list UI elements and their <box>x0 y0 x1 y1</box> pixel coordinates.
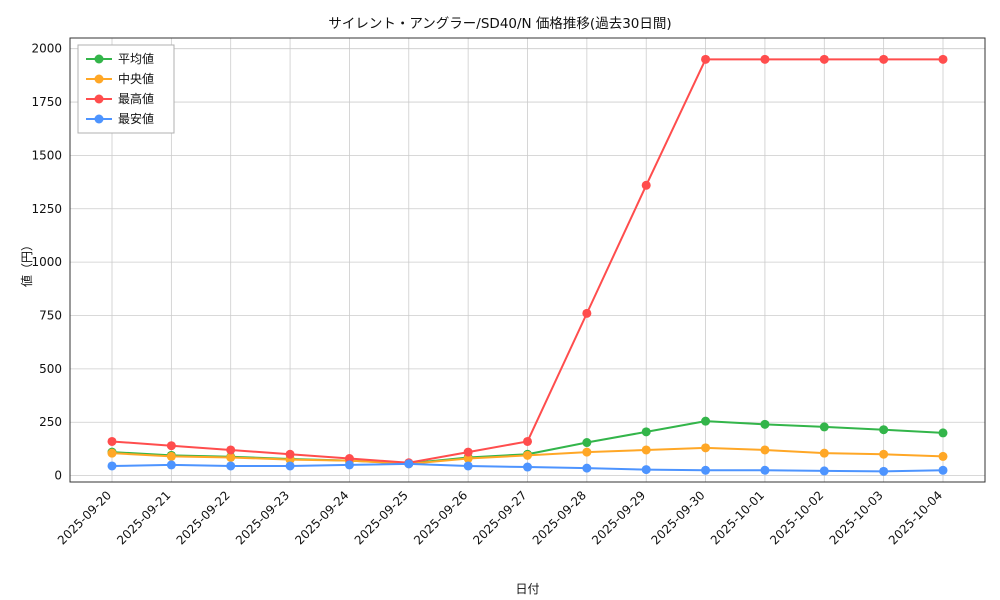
data-point-marker <box>760 419 770 429</box>
data-point-marker <box>523 450 532 460</box>
x-tick-label: 2025-10-04 <box>886 488 945 547</box>
data-point-marker <box>582 438 592 448</box>
data-point-marker <box>938 54 948 64</box>
x-tick-label: 2025-09-22 <box>174 488 233 547</box>
y-tick-label: 1750 <box>31 95 62 109</box>
data-point-marker <box>760 54 770 64</box>
legend-label: 最高値 <box>118 91 154 106</box>
data-point-marker <box>819 54 829 64</box>
data-point-marker <box>938 428 948 438</box>
data-point-marker <box>107 448 117 458</box>
data-point-marker <box>879 425 889 435</box>
data-point-marker <box>166 441 176 451</box>
data-point-marker <box>404 459 414 469</box>
data-point-marker <box>938 465 948 475</box>
x-tick-label: 2025-09-27 <box>470 488 529 547</box>
data-point-marker <box>226 445 236 455</box>
data-point-marker <box>760 465 770 475</box>
y-tick-label: 750 <box>39 309 62 323</box>
data-point-marker <box>879 466 889 476</box>
x-axis-label: 日付 <box>515 582 540 596</box>
legend-marker <box>94 54 104 64</box>
data-point-marker <box>701 443 711 453</box>
x-tick-label: 2025-09-28 <box>530 488 589 547</box>
legend-marker <box>94 74 104 84</box>
y-tick-label: 500 <box>39 362 62 376</box>
legend-marker <box>94 94 104 104</box>
legend-label: 中央値 <box>118 71 154 86</box>
x-tick-label: 2025-09-24 <box>292 488 351 547</box>
x-tick-label: 2025-09-29 <box>589 488 648 547</box>
data-point-marker <box>641 427 651 437</box>
y-axis-label: 値（円） <box>20 239 34 288</box>
x-tick-label: 2025-10-02 <box>767 488 826 547</box>
data-point-marker <box>226 461 236 471</box>
data-point-marker <box>463 461 473 471</box>
y-tick-label: 2000 <box>31 42 62 56</box>
data-point-marker <box>582 308 592 318</box>
data-point-marker <box>523 462 532 472</box>
data-point-marker <box>819 422 829 432</box>
x-tick-label: 2025-10-01 <box>708 488 767 547</box>
data-point-marker <box>641 180 651 190</box>
y-tick-label: 0 <box>54 469 62 483</box>
data-point-marker <box>285 461 295 471</box>
plot-border <box>69 37 986 483</box>
x-tick-label: 2025-09-21 <box>114 488 173 547</box>
data-point-marker <box>641 445 651 455</box>
data-point-marker <box>819 466 829 476</box>
y-tick-label: 1000 <box>31 255 62 269</box>
data-point-marker <box>107 461 117 471</box>
data-point-marker <box>285 449 295 459</box>
data-point-marker <box>463 454 473 464</box>
y-tick-label: 1250 <box>31 202 62 216</box>
data-point-marker <box>523 436 532 446</box>
data-point-marker <box>879 54 889 64</box>
chart-title: サイレント・アングラー/SD40/N 価格推移(過去30日間) <box>328 16 672 32</box>
data-point-marker <box>463 447 473 457</box>
legend-label: 平均値 <box>118 51 154 66</box>
data-point-marker <box>938 451 948 461</box>
data-point-marker <box>344 454 354 464</box>
data-point-marker <box>226 452 236 462</box>
y-tick-label: 250 <box>39 415 62 429</box>
data-point-marker <box>701 416 711 426</box>
data-point-marker <box>166 451 176 461</box>
legend-marker <box>94 114 104 124</box>
data-point-marker <box>582 463 592 473</box>
x-tick-label: 2025-09-25 <box>352 488 411 547</box>
x-tick-label: 2025-09-30 <box>648 488 707 547</box>
data-point-marker <box>344 460 354 470</box>
legend-label: 最安値 <box>118 111 154 126</box>
y-tick-label: 1500 <box>31 148 62 162</box>
data-point-marker <box>819 448 829 458</box>
data-point-marker <box>582 447 592 457</box>
x-tick-label: 2025-10-03 <box>827 488 886 547</box>
x-tick-label: 2025-09-20 <box>55 488 114 547</box>
data-point-marker <box>107 436 117 446</box>
x-tick-label: 2025-09-26 <box>411 488 470 547</box>
data-point-marker <box>641 465 651 475</box>
x-tick-label: 2025-09-23 <box>233 488 292 547</box>
data-point-marker <box>760 445 770 455</box>
data-point-marker <box>166 460 176 470</box>
data-point-marker <box>701 54 711 64</box>
data-point-marker <box>701 465 711 475</box>
data-point-marker <box>879 449 889 459</box>
